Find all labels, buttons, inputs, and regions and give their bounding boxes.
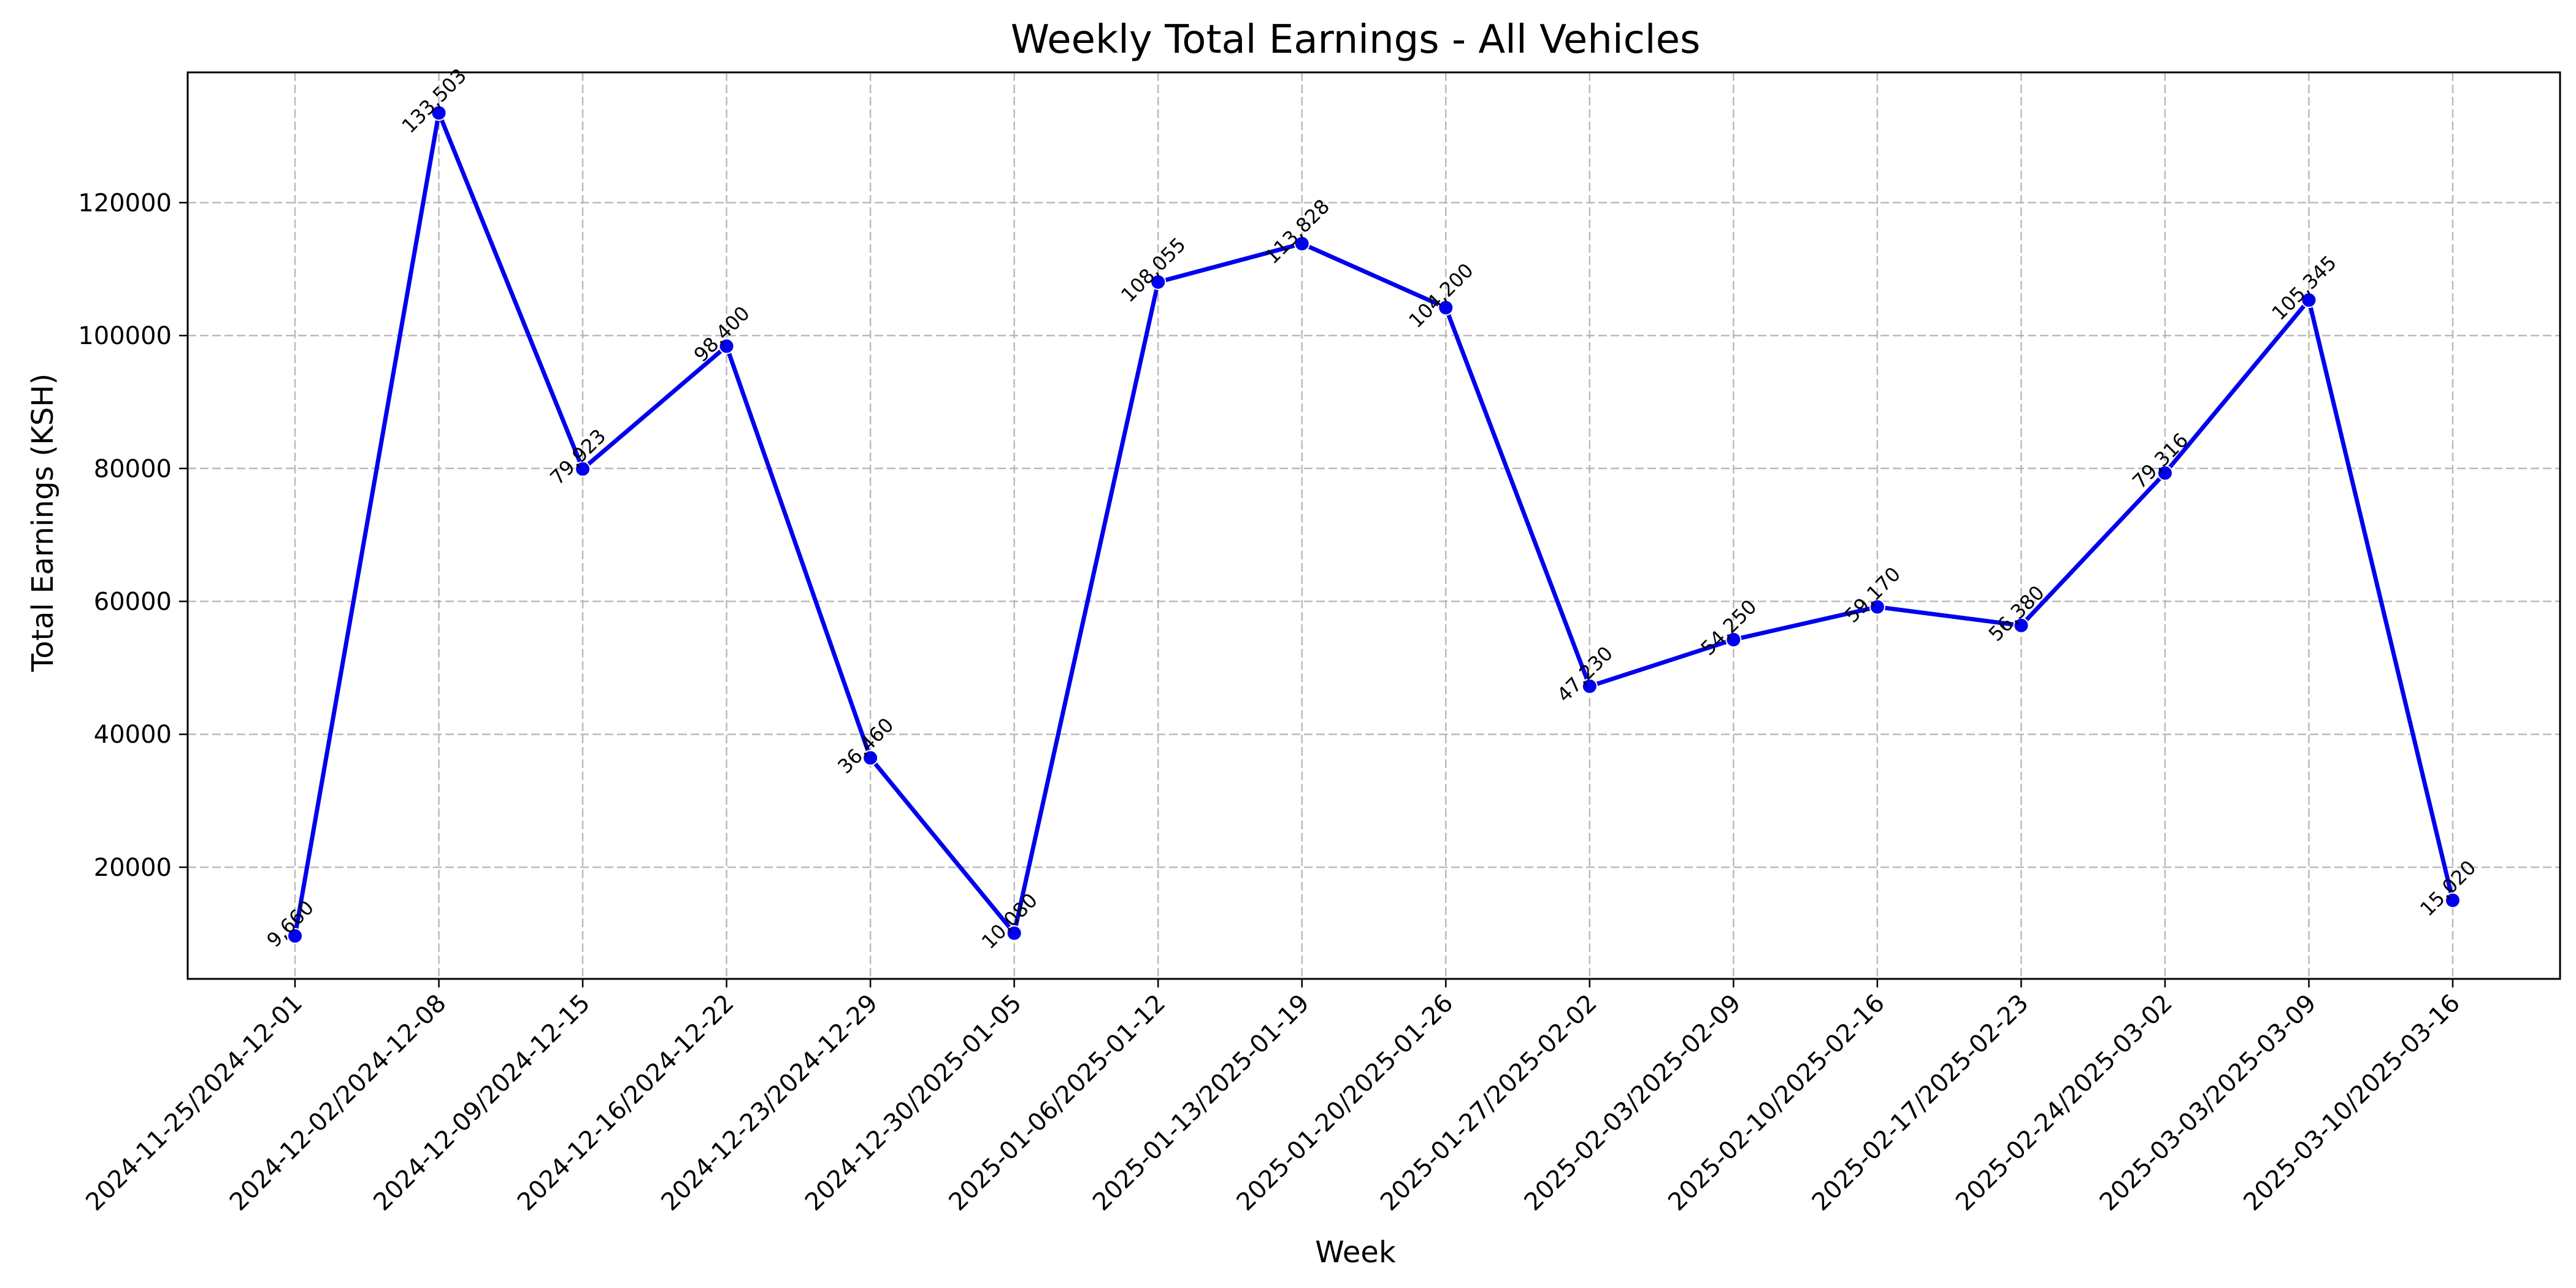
data-label: 98,400 <box>689 302 754 367</box>
data-point <box>2301 292 2317 309</box>
data-label: 15,020 <box>2415 856 2480 921</box>
data-label: 47,230 <box>1552 642 1617 707</box>
x-axis-label: Week <box>1315 1235 1396 1270</box>
data-point <box>1869 599 1885 615</box>
data-label: 54,250 <box>1696 595 1761 660</box>
data-point <box>575 461 591 477</box>
y-tick-label: 20000 <box>94 854 172 882</box>
data-point <box>1438 299 1454 316</box>
series-line <box>293 105 2455 938</box>
data-point <box>2013 617 2030 634</box>
y-tick-label: 100000 <box>78 322 172 350</box>
data-label: 79,316 <box>2128 428 2193 493</box>
data-label: 59,170 <box>1840 562 1905 627</box>
chart-title: Weekly Total Earnings - All Vehicles <box>1011 17 1701 63</box>
data-point <box>2445 892 2461 908</box>
y-tick-label: 80000 <box>94 455 172 483</box>
grid <box>188 72 2560 979</box>
data-point <box>1150 274 1167 290</box>
data-label: 56,380 <box>1984 581 2049 646</box>
data-label: 79,923 <box>545 424 610 489</box>
data-point <box>718 338 735 355</box>
data-label: 36,460 <box>833 713 898 778</box>
data-label: 9,660 <box>262 895 318 952</box>
data-label: 133,503 <box>397 64 471 137</box>
data-point <box>1006 925 1022 941</box>
data-point <box>431 105 447 121</box>
data-point <box>1294 236 1310 252</box>
data-point <box>2156 465 2173 481</box>
y-tick-label: 120000 <box>78 189 172 217</box>
series-earnings <box>287 105 2461 945</box>
plot-frame <box>186 71 2561 980</box>
data-point <box>862 749 879 766</box>
data-point <box>1581 678 1598 694</box>
data-labels: 9,660133,50379,92398,40036,46010,080108,… <box>262 64 2480 954</box>
y-axis-label: Total Earnings (KSH) <box>26 374 60 672</box>
axis-ticks: 2024-11-25/2024-12-012024-12-02/2024-12-… <box>78 189 2466 1216</box>
y-tick-label: 40000 <box>94 721 172 749</box>
data-point <box>287 928 303 945</box>
data-label: 105,345 <box>2267 251 2340 324</box>
data-point <box>1725 631 1742 648</box>
y-tick-label: 60000 <box>94 588 172 616</box>
data-label: 113,828 <box>1260 194 1334 268</box>
